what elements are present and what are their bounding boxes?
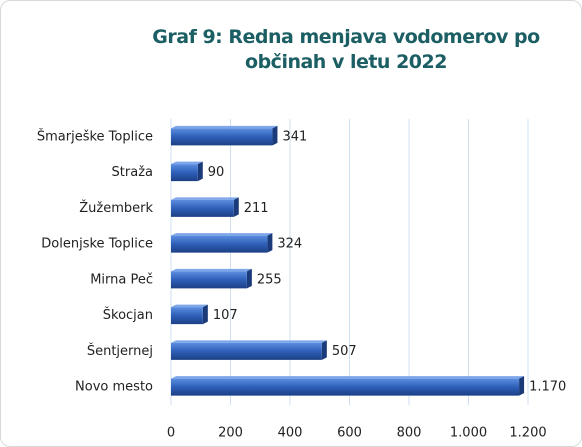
data-label: 255 — [257, 272, 282, 287]
bar-side — [272, 125, 278, 146]
bar — [171, 199, 234, 217]
bar — [171, 378, 520, 396]
bar-side — [233, 197, 239, 217]
y-tick-label: Šmarješke Toplice — [37, 128, 153, 144]
x-tick-label: 600 — [337, 426, 362, 441]
bar — [171, 307, 203, 325]
bar-side — [321, 340, 327, 360]
y-tick-label: Mirna Peč — [90, 272, 153, 287]
bar-side — [519, 376, 525, 396]
data-label: 90 — [208, 165, 225, 180]
bar — [171, 164, 198, 182]
bar-side — [202, 304, 208, 325]
x-tick-label: 0 — [167, 426, 175, 441]
data-label: 341 — [282, 129, 307, 144]
y-tick-label: Dolenjske Toplice — [41, 237, 153, 252]
data-label: 507 — [332, 344, 357, 359]
bar-top — [171, 268, 252, 272]
data-label: 1.170 — [529, 380, 566, 395]
data-label: 324 — [277, 237, 302, 252]
x-tick-label: 1.200 — [509, 426, 546, 441]
bar-top — [171, 233, 273, 236]
y-tick-label: Škocjan — [103, 307, 153, 323]
bar-side — [246, 268, 252, 289]
bar — [171, 128, 273, 146]
y-tick-label: Novo mesto — [75, 380, 153, 395]
bar — [171, 235, 268, 253]
bar-top — [171, 376, 525, 379]
chart-title: Graf 9: Redna menjava vodomerov po občin… — [152, 26, 540, 73]
bar-side — [197, 161, 203, 182]
y-tick-label: Šentjernej — [87, 343, 153, 359]
x-tick-label: 400 — [278, 426, 303, 441]
bar-top — [171, 161, 203, 165]
y-tick-label: Žužemberk — [79, 200, 153, 216]
data-label: 211 — [244, 201, 269, 216]
bar-top — [171, 197, 239, 200]
bar-side — [267, 233, 273, 253]
x-tick-label: 200 — [218, 426, 243, 441]
bar-top — [171, 304, 208, 308]
bar-top — [171, 125, 278, 129]
y-tick-label: Straža — [112, 165, 153, 180]
x-tick-label: 1.000 — [450, 426, 487, 441]
bar — [171, 271, 247, 289]
bar-top — [171, 340, 327, 343]
data-label: 107 — [213, 308, 238, 323]
x-tick-label: 800 — [397, 426, 422, 441]
bar — [171, 342, 322, 360]
